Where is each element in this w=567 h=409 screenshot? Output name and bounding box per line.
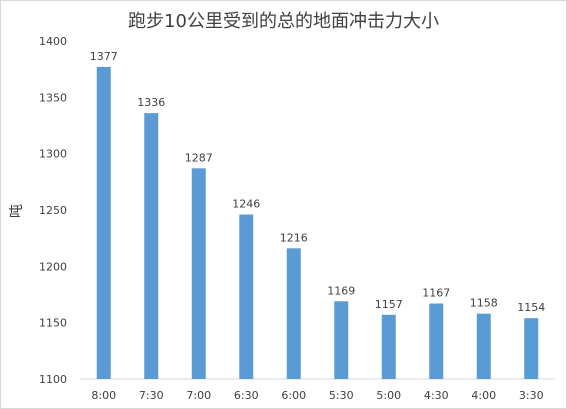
y-tick-label: 1200 [39,260,67,273]
bar [239,214,254,379]
y-tick-label: 1300 [39,148,67,161]
y-tick-label: 1350 [39,91,67,104]
y-tick-label: 1100 [39,373,67,386]
bar [381,314,396,379]
x-tick-label: 8:00 [91,389,116,402]
data-label: 1336 [137,96,165,109]
data-label: 1167 [422,287,450,300]
y-tick-label: 1400 [39,35,67,48]
x-tick-label: 5:00 [376,389,401,402]
bar [524,318,539,379]
x-tick-label: 7:30 [139,389,164,402]
x-tick-label: 5:30 [329,389,354,402]
y-tick-label: 1150 [39,317,67,330]
x-tick-label: 3:30 [519,389,544,402]
bar [191,168,206,379]
bar [334,301,349,379]
data-label: 1287 [185,151,213,164]
bar [476,313,491,379]
bar [96,66,111,379]
x-tick-label: 4:00 [471,389,496,402]
bar [144,113,159,380]
x-tick-label: 6:00 [281,389,306,402]
data-label: 1377 [90,50,118,63]
data-label: 1216 [280,231,308,244]
x-tick-label: 6:30 [234,389,259,402]
bar [429,303,444,379]
x-tick-label: 4:30 [424,389,449,402]
data-label: 1169 [327,284,355,297]
data-label: 1154 [517,301,545,314]
bar [286,248,301,379]
y-tick-label: 1250 [39,204,67,217]
chart-title: 跑步10公里受到的总的地面冲击力大小 [128,11,439,32]
data-label: 1246 [232,198,260,211]
x-tick-label: 7:00 [186,389,211,402]
data-label: 1157 [375,298,403,311]
data-label: 1158 [470,297,498,310]
